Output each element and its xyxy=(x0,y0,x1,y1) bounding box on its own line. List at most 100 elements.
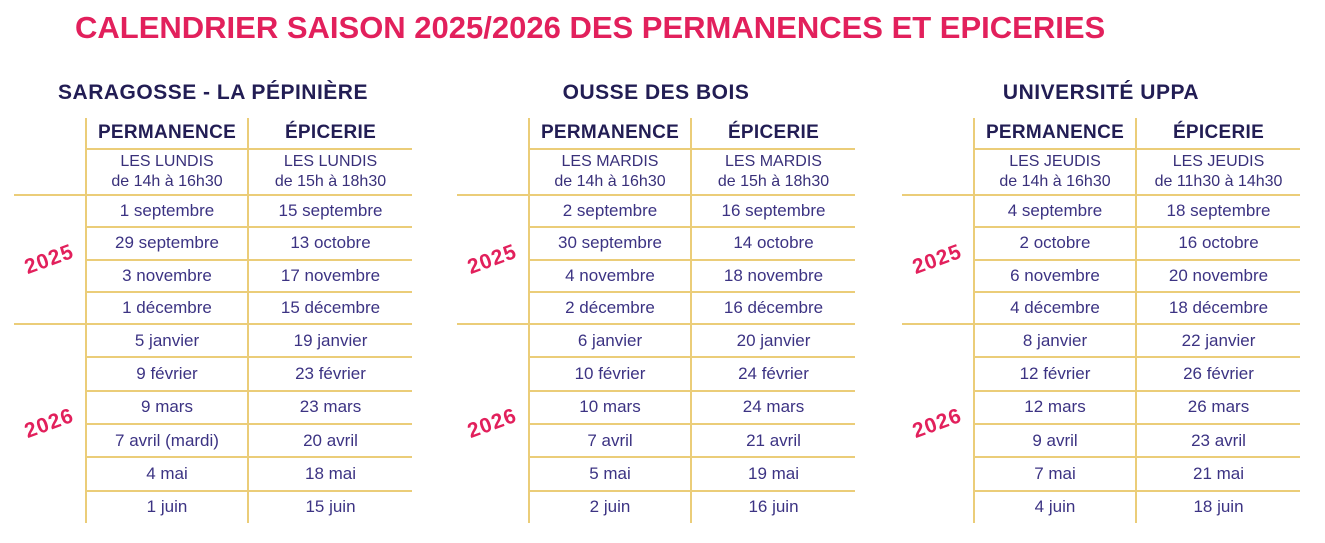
gutter-spacer xyxy=(902,150,973,194)
permanence-date: 1 septembre xyxy=(85,196,247,227)
table-row: 3 novembre 17 novembre xyxy=(85,260,412,293)
year-gutter: 2026 xyxy=(457,325,528,523)
epicerie-date: 23 février xyxy=(247,358,412,390)
permanence-hours: LES LUNDIS de 14h à 16h30 xyxy=(85,150,247,194)
year-2025-block: 2025 2 septembre 16 septembre 30 septemb… xyxy=(457,196,855,325)
permanence-hours: LES MARDIS de 14h à 16h30 xyxy=(528,150,690,194)
table-row: 5 janvier 19 janvier xyxy=(85,325,412,359)
gutter-spacer xyxy=(14,150,85,194)
permanence-hours: LES JEUDIS de 14h à 16h30 xyxy=(973,150,1135,194)
permanence-date: 4 mai xyxy=(85,458,247,490)
year-2026-block: 2026 8 janvier 22 janvier 12 février 26 … xyxy=(902,325,1300,523)
location-section-ousse-des-bois: OUSSE DES BOIS PERMANENCE ÉPICERIE LES M… xyxy=(457,80,855,523)
table-row: 1 juin 15 juin xyxy=(85,491,412,523)
table-row: 2 décembre 16 décembre xyxy=(528,292,855,323)
year-gutter: 2025 xyxy=(457,196,528,323)
date-rows-2025: 1 septembre 15 septembre 29 septembre 13… xyxy=(85,196,412,323)
year-2026-block: 2026 5 janvier 19 janvier 9 février 23 f… xyxy=(14,325,412,523)
permanence-date: 2 décembre xyxy=(528,292,690,323)
table-row: 2 octobre 16 octobre xyxy=(973,228,1300,261)
table-row: 5 mai 19 mai xyxy=(528,458,855,492)
year-2026-block: 2026 6 janvier 20 janvier 10 février 24 … xyxy=(457,325,855,523)
permanence-date: 4 septembre xyxy=(973,196,1135,227)
permanence-date: 4 juin xyxy=(973,491,1135,523)
location-title: UNIVERSITÉ UPPA xyxy=(1002,81,1200,104)
table-row: 1 septembre 15 septembre xyxy=(85,196,412,229)
epicerie-date: 16 octobre xyxy=(1135,228,1300,259)
column-header-row: PERMANENCE ÉPICERIE xyxy=(14,118,412,150)
year-gutter: 2026 xyxy=(902,325,973,523)
epicerie-date: 13 octobre xyxy=(247,228,412,259)
permanence-date: 6 novembre xyxy=(973,260,1135,291)
schedule-table: PERMANENCE ÉPICERIE LES LUNDIS de 14h à … xyxy=(14,118,412,523)
table-row: 7 avril 21 avril xyxy=(528,424,855,459)
epicerie-date: 24 mars xyxy=(690,391,855,423)
col-header-permanence: PERMANENCE xyxy=(973,118,1135,150)
table-row: 6 janvier 20 janvier xyxy=(528,325,855,359)
gutter-spacer xyxy=(457,150,528,194)
permanence-date: 7 avril xyxy=(528,424,690,457)
epicerie-date: 18 décembre xyxy=(1135,292,1300,323)
epicerie-date: 16 décembre xyxy=(690,292,855,323)
year-label-2026: 2026 xyxy=(909,404,966,444)
location-title: OUSSE DES BOIS xyxy=(562,81,750,104)
hours-day: LES JEUDIS xyxy=(1172,153,1265,170)
epicerie-date: 19 mai xyxy=(690,458,855,490)
permanence-date: 5 mai xyxy=(528,458,690,490)
epicerie-date: 21 mai xyxy=(1135,458,1300,490)
date-rows-2025: 2 septembre 16 septembre 30 septembre 14… xyxy=(528,196,855,323)
table-row: 7 mai 21 mai xyxy=(973,458,1300,492)
epicerie-date: 16 septembre xyxy=(690,196,855,227)
permanence-date: 12 février xyxy=(973,358,1135,390)
table-row: 9 mars 23 mars xyxy=(85,391,412,425)
location-section-saragosse: SARAGOSSE - LA PÉPINIÈRE PERMANENCE ÉPIC… xyxy=(14,80,412,523)
table-row: 6 novembre 20 novembre xyxy=(973,260,1300,293)
table-row: 12 février 26 février xyxy=(973,358,1300,392)
permanence-date: 10 mars xyxy=(528,391,690,423)
year-gutter: 2026 xyxy=(14,325,85,523)
col-header-permanence: PERMANENCE xyxy=(85,118,247,150)
epicerie-date: 22 janvier xyxy=(1135,325,1300,357)
hours-time: de 14h à 16h30 xyxy=(111,173,223,190)
schedule-info-row: LES MARDIS de 14h à 16h30 LES MARDIS de … xyxy=(457,150,855,196)
epicerie-date: 18 mai xyxy=(247,458,412,490)
date-rows-2026: 8 janvier 22 janvier 12 février 26 févri… xyxy=(973,325,1300,523)
col-header-epicerie: ÉPICERIE xyxy=(690,118,855,150)
permanence-date: 4 décembre xyxy=(973,292,1135,323)
hours-time: de 14h à 16h30 xyxy=(999,173,1111,190)
hours-time: de 15h à 18h30 xyxy=(274,173,387,190)
table-row: 9 février 23 février xyxy=(85,358,412,392)
epicerie-date: 17 novembre xyxy=(247,260,412,291)
epicerie-date: 14 octobre xyxy=(690,228,855,259)
permanence-date: 9 février xyxy=(85,358,247,390)
table-row: 4 décembre 18 décembre xyxy=(973,292,1300,323)
table-row: 1 décembre 15 décembre xyxy=(85,292,412,323)
permanence-date: 7 avril (mardi) xyxy=(85,424,247,457)
gutter-spacer xyxy=(14,118,85,150)
epicerie-hours: LES MARDIS de 15h à 18h30 xyxy=(690,150,855,194)
hours-day: LES MARDIS xyxy=(725,153,822,170)
location-section-universite-uppa: UNIVERSITÉ UPPA PERMANENCE ÉPICERIE LES … xyxy=(902,80,1300,523)
hours-day: LES LUNDIS xyxy=(283,153,378,170)
year-gutter: 2025 xyxy=(902,196,973,323)
epicerie-date: 15 septembre xyxy=(247,196,412,227)
table-row: 2 juin 16 juin xyxy=(528,491,855,523)
table-row: 29 septembre 13 octobre xyxy=(85,228,412,261)
permanence-date: 8 janvier xyxy=(973,325,1135,357)
permanence-date: 10 février xyxy=(528,358,690,390)
hours-day: LES JEUDIS xyxy=(1009,153,1101,170)
permanence-date: 6 janvier xyxy=(528,325,690,357)
epicerie-date: 20 novembre xyxy=(1135,260,1300,291)
table-row: 12 mars 26 mars xyxy=(973,391,1300,425)
column-header-row: PERMANENCE ÉPICERIE xyxy=(457,118,855,150)
epicerie-date: 19 janvier xyxy=(247,325,412,357)
gutter-spacer xyxy=(457,118,528,150)
table-row: 8 janvier 22 janvier xyxy=(973,325,1300,359)
col-header-permanence: PERMANENCE xyxy=(528,118,690,150)
year-2025-block: 2025 1 septembre 15 septembre 29 septemb… xyxy=(14,196,412,325)
permanence-date: 2 septembre xyxy=(528,196,690,227)
date-rows-2026: 5 janvier 19 janvier 9 février 23 févrie… xyxy=(85,325,412,523)
year-gutter: 2025 xyxy=(14,196,85,323)
hours-day: LES MARDIS xyxy=(561,153,659,170)
